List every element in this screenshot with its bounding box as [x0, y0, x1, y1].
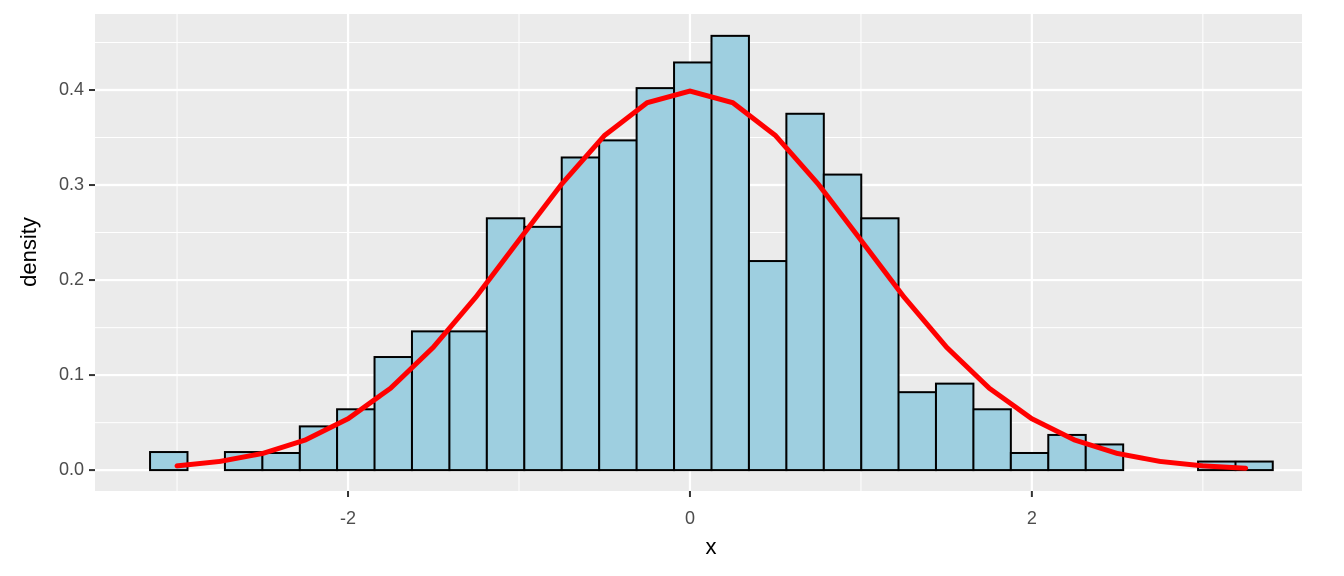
- bar: [448, 330, 488, 472]
- y-tick-label: 0.0: [59, 459, 84, 479]
- bar: [673, 61, 713, 472]
- bar: [560, 156, 601, 472]
- bar: [897, 391, 937, 472]
- x-axis-title: x: [706, 534, 717, 559]
- bar: [785, 112, 825, 472]
- bar: [261, 451, 301, 472]
- y-tick-label: 0.3: [59, 174, 84, 194]
- x-tick-label: 2: [1027, 508, 1037, 528]
- y-axis-title: density: [16, 217, 41, 287]
- bar: [298, 425, 339, 472]
- bar: [860, 217, 900, 472]
- bar: [598, 139, 638, 472]
- bar: [747, 260, 788, 472]
- density-curve: [174, 88, 1249, 471]
- bar: [1009, 451, 1050, 472]
- y-tick-label: 0.2: [59, 269, 84, 289]
- bar: [934, 382, 975, 472]
- y-tick-label: 0.1: [59, 364, 84, 384]
- bar: [635, 87, 676, 472]
- x-tick-label: -2: [340, 508, 356, 528]
- bar: [336, 408, 376, 472]
- bar: [972, 408, 1012, 472]
- y-tick-label: 0.4: [59, 79, 84, 99]
- bar: [410, 330, 451, 472]
- bar: [523, 225, 563, 472]
- x-tick-label: 0: [685, 508, 695, 528]
- bar: [822, 173, 863, 472]
